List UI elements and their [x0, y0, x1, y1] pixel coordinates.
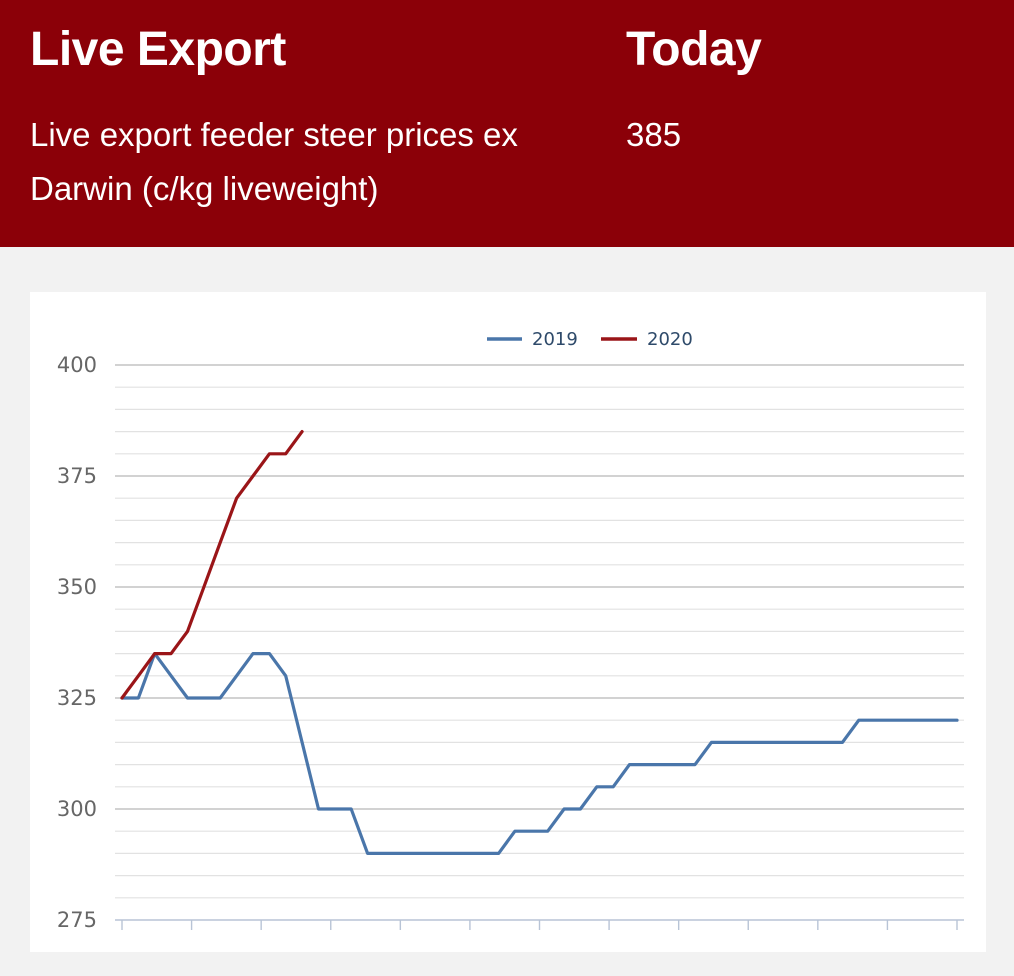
y-tick-label: 375 [57, 464, 97, 488]
y-tick-label: 275 [57, 908, 97, 932]
today-title: Today [626, 23, 762, 76]
legend-label-2020: 2020 [647, 329, 693, 350]
today-value: 385 [626, 116, 682, 153]
chart-legend: 2019 2020 [487, 329, 693, 350]
y-axis: 400 375 350 325 300 275 [57, 353, 97, 932]
series-line-2019 [120, 651, 959, 856]
y-tick-label: 400 [57, 353, 97, 377]
series-line-2020 [120, 430, 304, 700]
chart-lines [120, 430, 959, 856]
section-title: Live Export [30, 23, 286, 76]
chart-grid [115, 364, 964, 899]
section-subtitle: Live export feeder steer prices ex Darwi… [30, 116, 518, 207]
y-tick-label: 300 [57, 797, 97, 821]
y-tick-label: 325 [57, 686, 97, 710]
x-axis [115, 919, 964, 930]
legend-label-2019: 2019 [532, 329, 578, 350]
header-banner: Live Export Today Live export feeder ste… [0, 0, 1014, 247]
y-tick-label: 350 [57, 575, 97, 599]
